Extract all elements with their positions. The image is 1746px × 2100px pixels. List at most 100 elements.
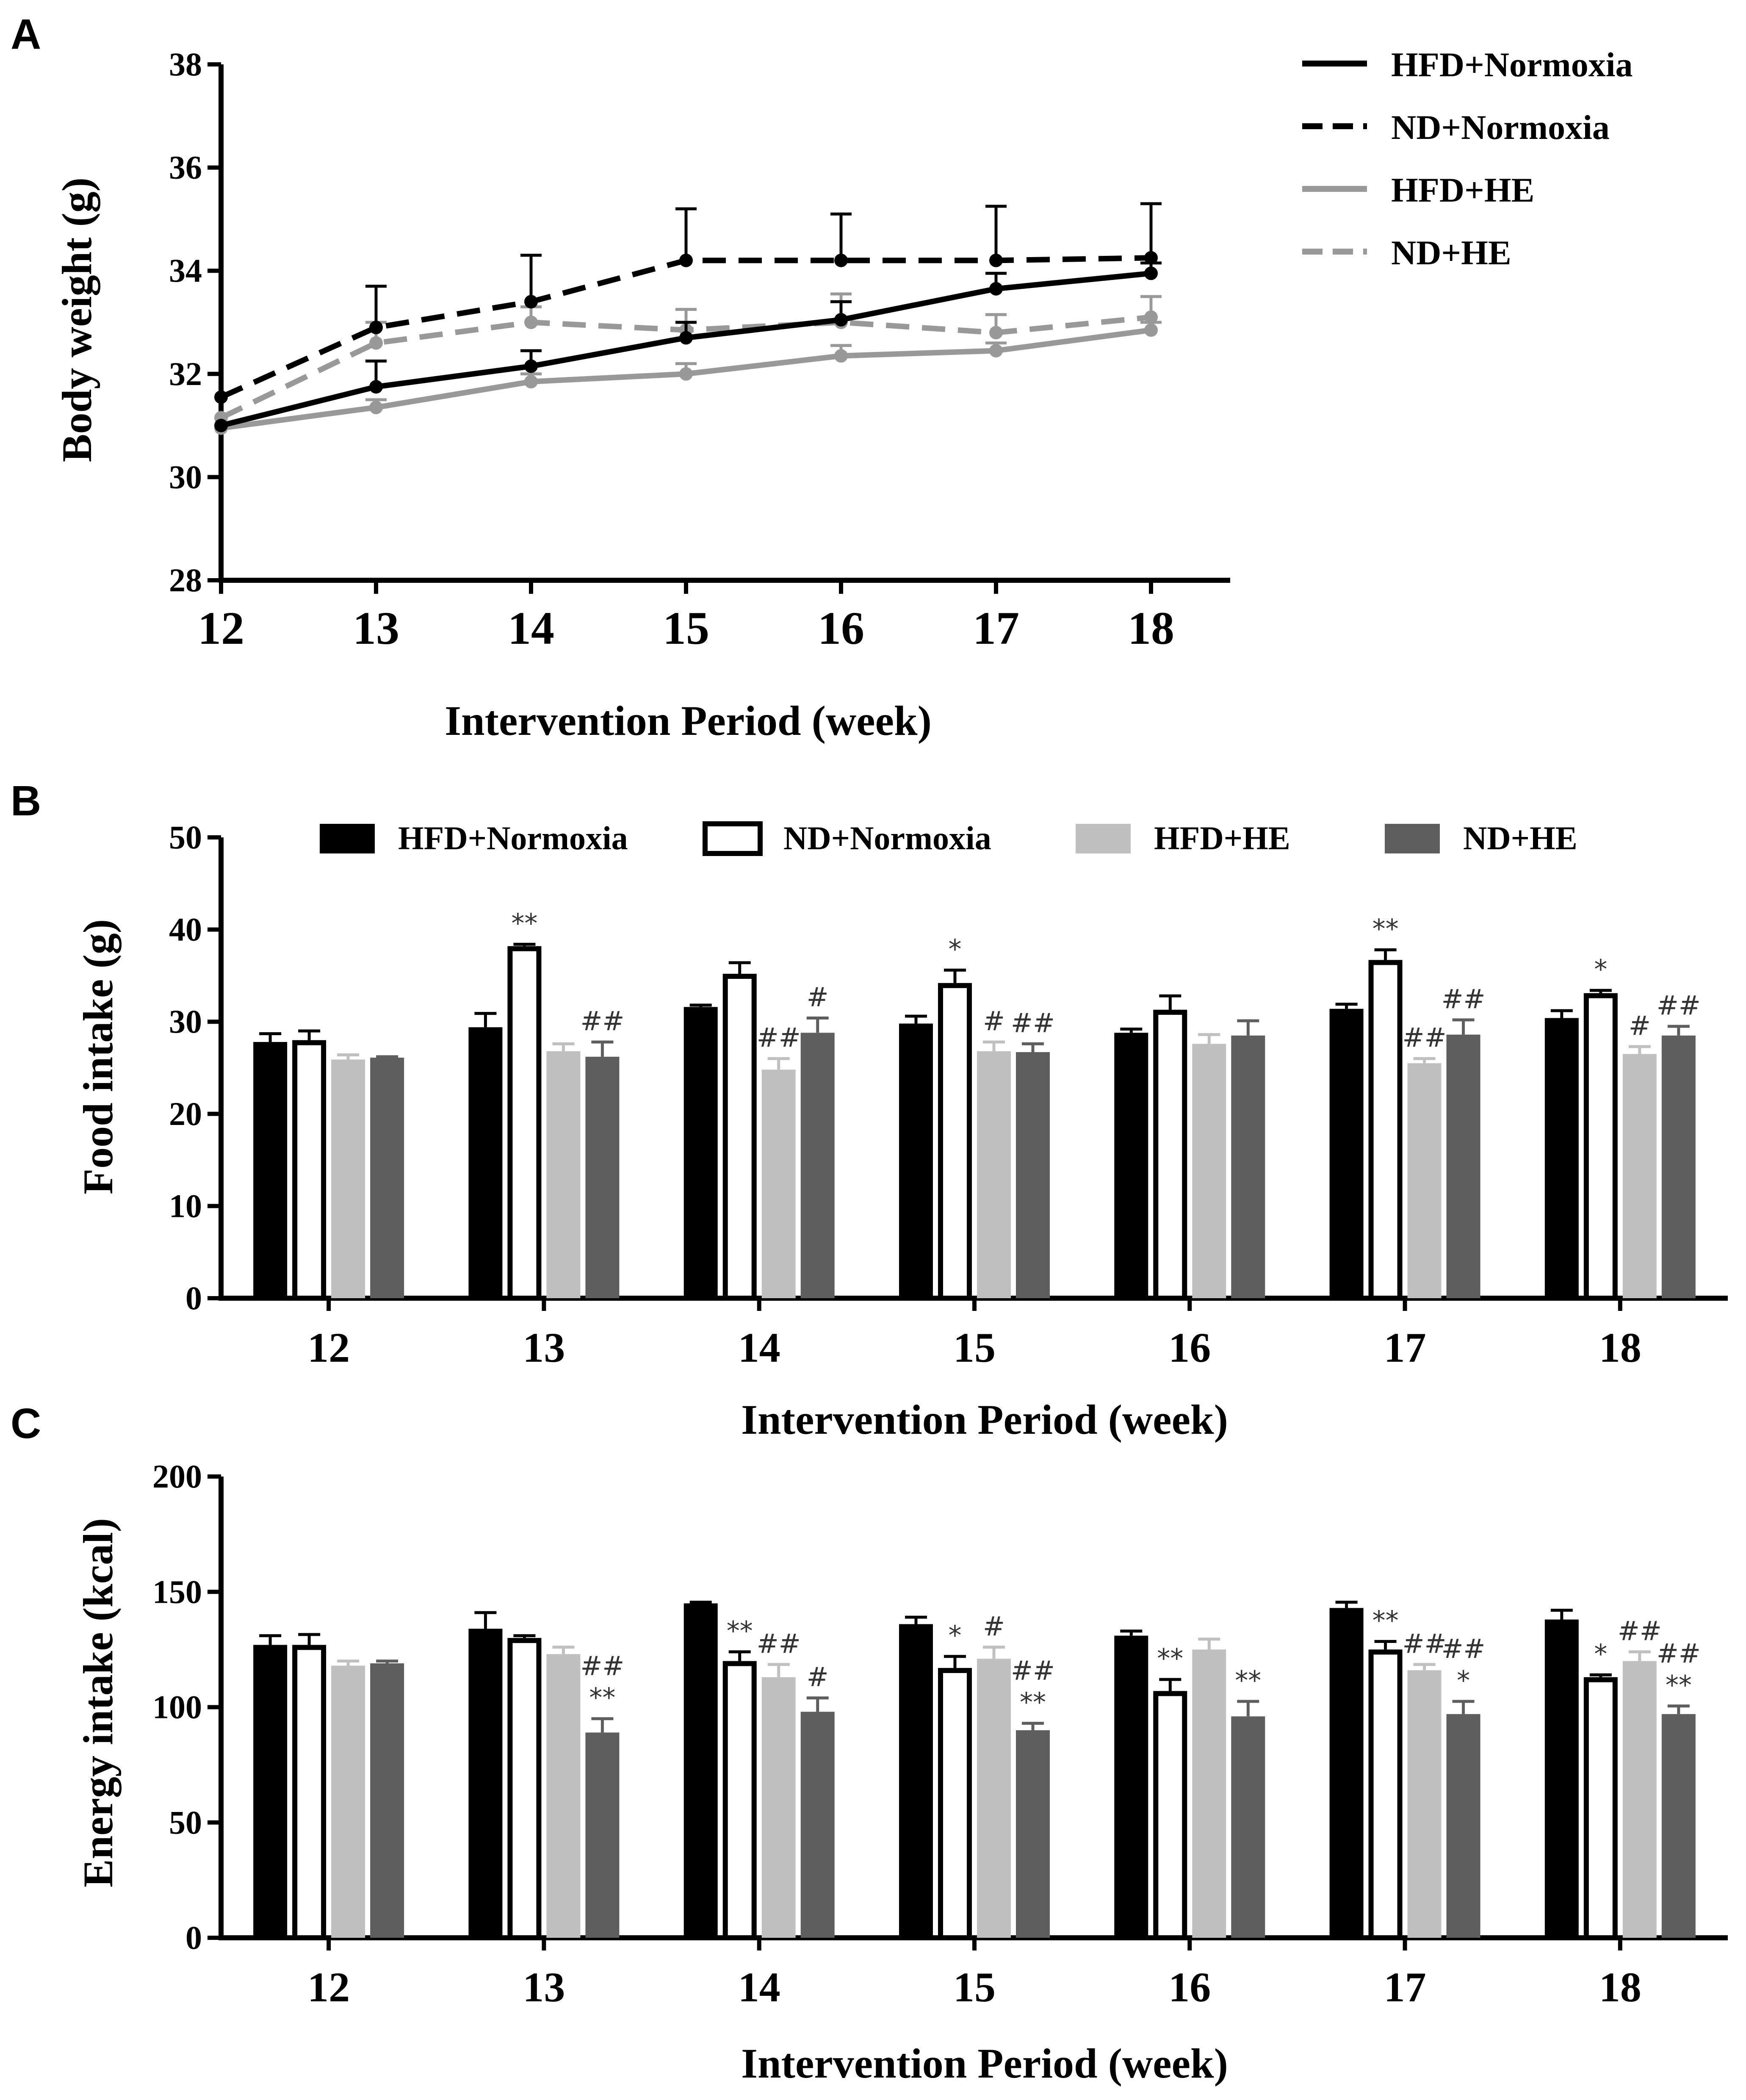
panel-b-bar-hfd-normoxia bbox=[899, 1023, 933, 1298]
panel-c-bar-nd-normoxia bbox=[1368, 1649, 1403, 1940]
panel-a-point-nd-normoxia bbox=[369, 321, 383, 335]
panel-b-bars: **#####*# ##**####*### bbox=[253, 908, 1701, 1301]
panel-b-y-tick-label: 30 bbox=[169, 1003, 202, 1040]
panel-c-significance-mark: ** bbox=[727, 1615, 753, 1646]
panel-c-x-axis-label: Intervention Period (week) bbox=[741, 2040, 1228, 2087]
panel-b-bar-nd-he bbox=[1016, 1052, 1050, 1298]
panel-a-point-nd-normoxia bbox=[524, 295, 538, 309]
panel-c-bars: ##**** ###* ###********####**####** bbox=[253, 1601, 1701, 1941]
panel-b-significance-mark: ** bbox=[511, 908, 537, 939]
panel-c-bar-nd-normoxia bbox=[722, 1661, 757, 1941]
panel-a-point-nd-normoxia bbox=[1144, 251, 1158, 265]
panel-c-x-tick-label: 15 bbox=[953, 1964, 996, 2011]
panel-b-legend-label-hfd-normoxia: HFD+Normoxia bbox=[398, 820, 628, 856]
panel-b-bar-nd-normoxia bbox=[1153, 1009, 1187, 1301]
panel-b-y-tick-label: 40 bbox=[169, 911, 202, 948]
panel-b-bar-nd-normoxia bbox=[292, 1040, 327, 1301]
panel-c-x-tick-label: 12 bbox=[307, 1964, 350, 2011]
panel-a-y-tick-label: 28 bbox=[169, 562, 202, 598]
panel-c-bar-nd-he bbox=[1446, 1714, 1480, 1938]
panel-c-bar-hfd-normoxia bbox=[1114, 1635, 1148, 1938]
panel-b-significance-mark: ## bbox=[757, 1022, 801, 1053]
panel-a-point-nd-he bbox=[1144, 310, 1158, 324]
panel-letter-b: B bbox=[11, 777, 41, 825]
panel-b-bar-nd-he bbox=[585, 1056, 620, 1298]
panel-b-bar-hfd-he bbox=[977, 1051, 1011, 1298]
panel-c-y-tick-label: 50 bbox=[169, 1804, 202, 1841]
panel-b-bar-hfd-normoxia bbox=[1329, 1008, 1364, 1298]
panel-b-significance-mark: # bbox=[807, 981, 829, 1012]
panel-b-significance-mark: ## bbox=[580, 1006, 624, 1036]
panel-c-significance-mark: ** bbox=[1157, 1643, 1183, 1674]
panel-c-bar-nd-normoxia bbox=[1583, 1677, 1618, 1941]
panel-a-x-tick-label: 15 bbox=[663, 602, 709, 654]
panel-c-x-tick-label: 13 bbox=[523, 1964, 565, 2011]
panel-c-significance-mark: * bbox=[1594, 1638, 1607, 1669]
panel-c-y-axis-label: Energy intake (kcal) bbox=[75, 1518, 122, 1887]
panel-c-bar-nd-he bbox=[1231, 1716, 1265, 1938]
panel-b-significance-mark: * bbox=[949, 934, 962, 964]
panel-a-point-hfd-normoxia bbox=[1144, 266, 1158, 280]
panel-c-significance-mark: ** bbox=[1666, 1670, 1692, 1701]
panel-b-bar-hfd-normoxia bbox=[1544, 1018, 1579, 1298]
panel-a-point-nd-he bbox=[989, 326, 1003, 340]
panel-b-legend-swatch-nd-he bbox=[1385, 824, 1440, 853]
panel-a-point-hfd-normoxia bbox=[369, 380, 383, 394]
panel-a-x-tick-label: 18 bbox=[1128, 602, 1174, 654]
panel-b-bar-hfd-he bbox=[761, 1069, 796, 1298]
panel-c-bar-hfd-he bbox=[761, 1677, 796, 1938]
panel-c-y-tick-label: 200 bbox=[152, 1458, 202, 1495]
panel-c-y-tick-label: 0 bbox=[185, 1919, 202, 1956]
panel-a-line-chart: 28 30 32 34 36 38 12 13 14 15 16 17 18 HFD+Normoxia N… bbox=[53, 45, 1633, 744]
panel-b-significance-mark: # bbox=[1629, 1010, 1651, 1041]
panel-b-x-tick-label: 16 bbox=[1168, 1324, 1211, 1371]
panel-b-y-axis-label: Food intake (g) bbox=[75, 919, 122, 1194]
panel-c-x-tick-label: 18 bbox=[1599, 1964, 1641, 2011]
panel-c-bar-hfd-normoxia bbox=[899, 1624, 933, 1938]
panel-b-y-tick-label: 10 bbox=[169, 1187, 202, 1224]
panel-c-bar-hfd-normoxia bbox=[1544, 1619, 1579, 1938]
panel-b-significance-mark: * bbox=[1594, 954, 1607, 985]
panel-c-bar-nd-normoxia bbox=[507, 1638, 542, 1940]
panel-b-bar-hfd-he bbox=[331, 1059, 365, 1298]
panel-a-point-hfd-he bbox=[524, 375, 538, 389]
panel-c-bar-hfd-he bbox=[546, 1654, 581, 1938]
panel-a-x-axis-label: Intervention Period (week) bbox=[445, 697, 932, 744]
panel-b-x-tick-label: 18 bbox=[1599, 1324, 1641, 1371]
panel-b-bar-hfd-normoxia bbox=[468, 1027, 503, 1298]
panel-c-significance-mark: ## bbox=[1442, 1633, 1486, 1664]
panel-c-significance-mark: ** bbox=[1372, 1605, 1399, 1636]
panel-b-significance-mark: ** bbox=[1372, 913, 1399, 944]
panel-b-bar-nd-he bbox=[1231, 1035, 1265, 1298]
panel-c-significance-mark: ## bbox=[1403, 1628, 1447, 1659]
panel-b-legend-label-nd-normoxia: ND+Normoxia bbox=[783, 820, 991, 856]
panel-b-bar-nd-normoxia bbox=[1583, 993, 1618, 1301]
panel-a-point-nd-normoxia bbox=[679, 253, 693, 267]
panel-b-bar-nd-he bbox=[370, 1058, 404, 1298]
panel-b-significance-mark: ## bbox=[1403, 1022, 1447, 1053]
panel-b-bar-nd-he bbox=[800, 1033, 835, 1298]
panel-c-significance-mark: ## bbox=[757, 1628, 801, 1659]
panel-c-bar-hfd-he bbox=[977, 1659, 1011, 1938]
panel-a-point-hfd-he bbox=[679, 367, 693, 381]
panel-a-point-hfd-he bbox=[1144, 323, 1158, 337]
panel-c-bar-hfd-normoxia bbox=[1329, 1608, 1364, 1938]
panel-b-significance-mark: ## bbox=[1657, 990, 1701, 1021]
panel-a-x-tick-label: 17 bbox=[973, 602, 1019, 654]
panel-a-point-hfd-normoxia bbox=[214, 418, 228, 432]
panel-a-axes: 28 30 32 34 36 38 12 13 14 15 16 17 18 bbox=[169, 46, 1230, 654]
panel-b-legend-label-hfd-he: HFD+HE bbox=[1154, 820, 1290, 856]
panel-c-y-tick-label: 100 bbox=[152, 1689, 202, 1726]
panel-c-y-tick-label: 150 bbox=[152, 1573, 202, 1610]
panel-letter-a: A bbox=[11, 11, 41, 58]
panel-b-legend-swatch-hfd-normoxia bbox=[320, 824, 375, 853]
panel-b-x-tick-label: 12 bbox=[307, 1324, 350, 1371]
panel-c-bar-nd-he bbox=[370, 1663, 404, 1938]
panel-b-x-tick-label: 15 bbox=[953, 1324, 996, 1371]
panel-a-x-tick-label: 16 bbox=[818, 602, 864, 654]
panel-a-legend-label-nd-he: ND+HE bbox=[1391, 233, 1511, 272]
panel-b-legend: HFD+Normoxia ND+Normoxia HFD+HE ND+HE bbox=[320, 820, 1577, 856]
panel-b-bar-hfd-he bbox=[1192, 1044, 1226, 1298]
panel-c-significance-mark: # bbox=[807, 1662, 829, 1693]
